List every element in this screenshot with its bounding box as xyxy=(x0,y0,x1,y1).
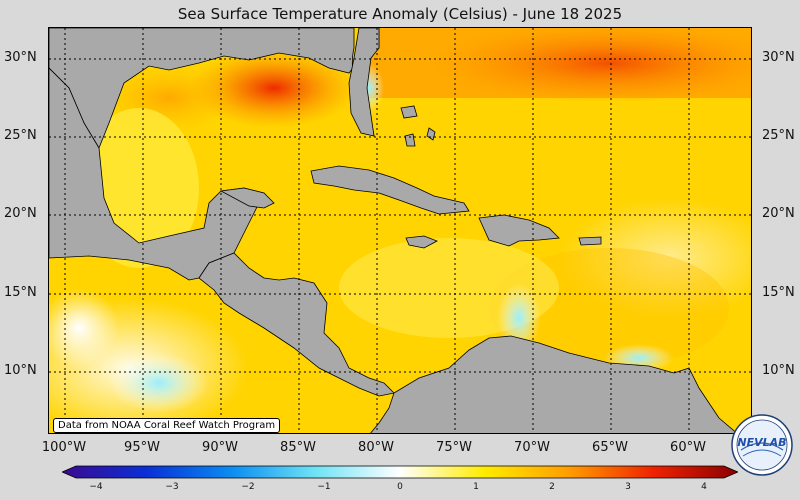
lon-label-70w: 70°W xyxy=(514,440,550,455)
caribbean-cool-patch xyxy=(497,283,541,353)
lat-label-20n-right: 20°N xyxy=(762,206,795,221)
colorbar-tick: −4 xyxy=(89,482,103,492)
lat-label-25n-left: 25°N xyxy=(4,128,37,143)
nevlab-logo: NEVLAB xyxy=(731,414,793,476)
lat-label-10n-right: 10°N xyxy=(762,363,795,378)
colorbar-tick: 1 xyxy=(473,482,479,492)
lat-label-30n-left: 30°N xyxy=(4,50,37,65)
lon-label-75w: 75°W xyxy=(436,440,472,455)
lon-label-90w: 90°W xyxy=(202,440,238,455)
lon-label-100w: 100°W xyxy=(41,440,87,455)
data-credit-label: Data from NOAA Coral Reef Watch Program xyxy=(53,418,281,433)
map-title: Sea Surface Temperature Anomaly (Celsius… xyxy=(177,5,623,23)
lon-label-60w: 60°W xyxy=(670,440,706,455)
lon-label-65w: 65°W xyxy=(592,440,628,455)
colorbar-tick: 4 xyxy=(701,482,707,492)
lon-label-95w: 95°W xyxy=(124,440,160,455)
lon-label-85w: 85°W xyxy=(280,440,316,455)
lat-label-15n-left: 15°N xyxy=(4,285,37,300)
pacific-cool-patch xyxy=(109,353,209,413)
colorbar xyxy=(62,465,738,479)
lat-label-15n-right: 15°N xyxy=(762,285,795,300)
lat-label-25n-right: 25°N xyxy=(762,128,795,143)
colorbar-tick: 0 xyxy=(397,482,403,492)
land-masses xyxy=(49,28,738,433)
sst-anomaly-map xyxy=(48,27,752,434)
lat-label-20n-left: 20°N xyxy=(4,206,37,221)
colorbar-tick: 3 xyxy=(625,482,631,492)
lat-label-30n-right: 30°N xyxy=(762,50,795,65)
colorbar-tick: −1 xyxy=(317,482,331,492)
colorbar-tick: −2 xyxy=(241,482,255,492)
lon-label-80w: 80°W xyxy=(358,440,394,455)
colorbar-tick: 2 xyxy=(549,482,555,492)
lat-label-10n-left: 10°N xyxy=(4,363,37,378)
logo-text: NEVLAB xyxy=(737,436,786,449)
colorbar-tick: −3 xyxy=(165,482,179,492)
graticule xyxy=(49,28,751,433)
